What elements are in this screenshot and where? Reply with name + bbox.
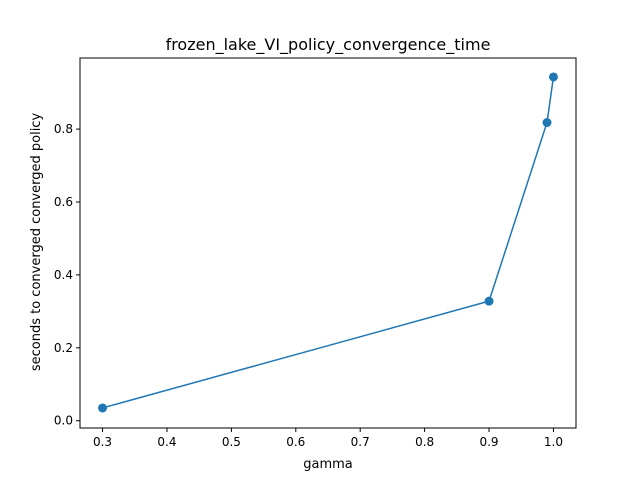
y-tick-label: 0.2 (54, 341, 73, 355)
data-point-marker (98, 403, 108, 413)
y-tick-label: 0.8 (54, 122, 73, 136)
x-tick-label: 0.3 (93, 435, 112, 449)
x-tick-label: 0.7 (351, 435, 370, 449)
x-tick-label: 0.8 (415, 435, 434, 449)
x-axis-label: gamma (303, 457, 353, 472)
series-layer (98, 72, 558, 413)
tick-layer: 0.3 0.4 0.5 0.6 0.7 0.8 0.9 1.0 0.0 0.2 0.4 0.6 0.8 (54, 122, 563, 449)
x-tick-label: 0.6 (286, 435, 305, 449)
series-line (101, 76, 555, 409)
x-tick-label: 0.5 (222, 435, 241, 449)
plot-area-frame (79, 57, 577, 429)
y-tick-label: 0.6 (54, 195, 73, 209)
x-tick-label: 0.4 (157, 435, 176, 449)
data-point-marker (548, 72, 558, 82)
y-tick-label: 0.0 (54, 414, 73, 428)
data-point-marker (542, 118, 552, 128)
y-tick-label: 0.4 (54, 268, 73, 282)
data-point-marker (484, 296, 494, 306)
chart-title: frozen_lake_VI_policy_convergence_time (166, 35, 491, 55)
x-tick-label: 0.9 (479, 435, 498, 449)
y-axis-label: seconds to converged converged policy (29, 113, 44, 372)
x-tick-label: 1.0 (544, 435, 563, 449)
